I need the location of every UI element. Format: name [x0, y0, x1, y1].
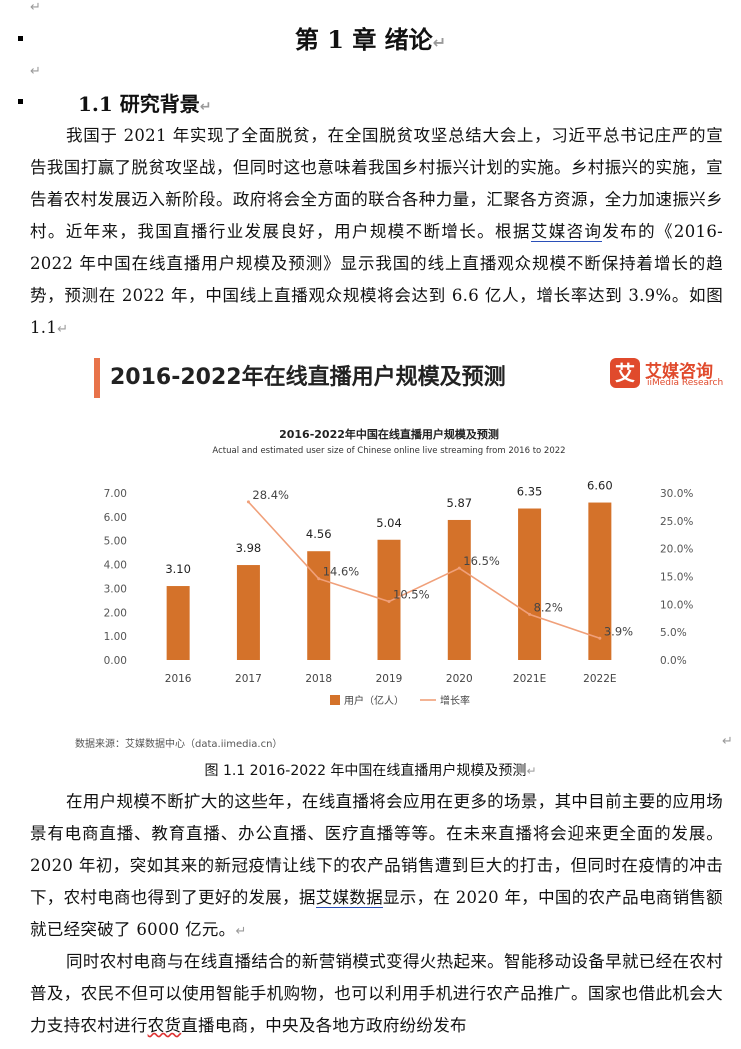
growth-rate-point	[387, 600, 391, 604]
paragraph-mark: ↵	[722, 734, 733, 749]
source-link-iimedia-data[interactable]: 艾媒数据	[315, 888, 383, 908]
bar-value-label: 5.87	[446, 496, 472, 510]
bar-value-label: 6.35	[517, 485, 543, 499]
growth-rate-point	[317, 577, 321, 581]
bar	[166, 586, 190, 660]
bar	[236, 565, 260, 660]
logo-subtitle: iiMedia Research	[647, 378, 724, 388]
paragraph-mark: ↵	[30, 64, 41, 79]
bar-value-label: 4.56	[306, 527, 332, 541]
x-tick-label: 2017	[235, 673, 262, 685]
x-tick-label: 2020	[446, 673, 473, 685]
growth-rate-label: 10.5%	[393, 588, 430, 602]
bar-value-label: 3.98	[236, 541, 262, 555]
y-right-tick-label: 20.0%	[660, 544, 693, 556]
x-tick-label: 2019	[376, 673, 403, 685]
logo-name: 艾媒咨询	[645, 362, 713, 382]
list-bullet	[18, 36, 23, 41]
y-left-tick-label: 1.00	[104, 631, 127, 643]
source-link-iimedia[interactable]: 艾媒咨询	[530, 222, 603, 242]
growth-rate-label: 16.5%	[463, 554, 500, 568]
bar-line-chart: 2016-2022年中国在线直播用户规模及预测 Actual and estima…	[75, 427, 693, 750]
iimedia-logo-icon: 艾	[610, 358, 640, 388]
body-paragraph-3: 同时农村电商与在线直播结合的新营销模式变得火热起来。智能移动设备早就已经在农村普…	[30, 952, 723, 1035]
figure-source: 数据来源：艾媒数据中心（data.iimedia.cn）	[75, 737, 282, 750]
growth-rate-label: 8.2%	[534, 600, 563, 614]
x-tick-label: 2018	[305, 673, 332, 685]
x-tick-label: 2016	[165, 673, 192, 685]
y-right-tick-label: 15.0%	[660, 572, 693, 584]
y-left-tick-label: 7.00	[104, 488, 127, 500]
y-left-tick-label: 5.00	[104, 536, 127, 548]
bar	[518, 508, 542, 660]
y-right-tick-label: 0.0%	[660, 655, 687, 667]
y-left-tick-label: 3.00	[104, 583, 127, 595]
y-right-tick-label: 30.0%	[660, 488, 693, 500]
growth-rate-point	[457, 566, 461, 570]
header-accent-bar	[94, 358, 100, 398]
chapter-title: 第 1 章 绪论↵	[294, 25, 447, 54]
x-tick-label: 2021E	[513, 673, 546, 685]
legend-label: 用户（亿人）	[344, 694, 404, 707]
figure-caption: 图 1.1 2016-2022 年中国在线直播用户规模及预测↵	[204, 763, 537, 779]
bar-value-label: 5.04	[376, 516, 402, 530]
growth-rate-label: 28.4%	[252, 488, 289, 502]
y-left-tick-label: 2.00	[104, 607, 127, 619]
figure-image: 2016-2022年在线直播用户规模及预测 艾 艾媒咨询 iiMedia Res…	[70, 345, 740, 757]
figure-header-title: 2016-2022年在线直播用户规模及预测	[110, 365, 506, 390]
bar	[307, 551, 331, 660]
x-tick-label: 2022E	[583, 673, 616, 685]
list-bullet	[18, 99, 23, 104]
legend-bar-swatch	[330, 695, 340, 705]
bar-value-label: 6.60	[587, 479, 613, 493]
y-left-tick-label: 6.00	[104, 512, 127, 524]
y-right-tick-label: 10.0%	[660, 599, 693, 611]
bar	[588, 502, 612, 660]
section-title: 1.1 研究背景↵	[78, 92, 212, 116]
bar	[377, 539, 401, 660]
spellcheck-underline: 农货	[147, 1016, 182, 1035]
growth-rate-label: 3.9%	[604, 624, 633, 638]
growth-rate-line	[247, 501, 601, 640]
body-paragraph-1: 我国于 2021 年实现了全面脱贫，在全国脱贫攻坚总结大会上，习近平总书记庄严的…	[30, 126, 723, 337]
y-right-tick-label: 5.0%	[660, 627, 687, 639]
bar-value-label: 3.10	[165, 562, 191, 576]
y-right-tick-label: 25.0%	[660, 516, 693, 528]
chart-subtitle: Actual and estimated user size of Chines…	[212, 446, 565, 456]
bar	[447, 519, 471, 660]
growth-rate-point	[528, 612, 532, 616]
body-paragraph-2: 在用户规模不断扩大的这些年，在线直播将会应用在更多的场景，其中目前主要的应用场景…	[30, 792, 723, 939]
y-left-tick-label: 0.00	[104, 655, 127, 667]
chart-title: 2016-2022年中国在线直播用户规模及预测	[279, 427, 499, 441]
y-left-tick-label: 4.00	[104, 560, 127, 572]
growth-rate-point	[598, 636, 602, 640]
paragraph-mark: ↵	[30, 0, 41, 15]
growth-rate-point	[246, 500, 250, 504]
legend-label: 增长率	[440, 694, 470, 707]
growth-rate-label: 14.6%	[323, 565, 360, 579]
